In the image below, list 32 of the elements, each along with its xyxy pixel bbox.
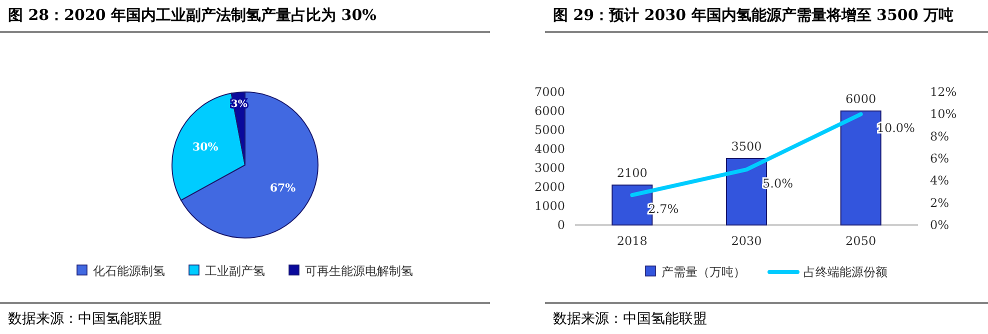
y-tick-label: 7000 (534, 85, 565, 99)
data-label: 2100 (616, 166, 648, 180)
legend-label: 占终端能源份额 (804, 265, 888, 279)
y-tick-label: 6000 (534, 104, 565, 118)
y-tick-label: 5000 (534, 123, 565, 137)
y2-tick-label: 4% (930, 174, 950, 188)
data-label: 6000 (846, 92, 876, 106)
data-label: 67% (270, 181, 296, 194)
y2-tick-label: 2% (930, 196, 950, 210)
x-tick-label: 2030 (731, 234, 762, 248)
legend-label: 可再生能源电解制氢 (305, 264, 413, 278)
x-tick-label: 2050 (846, 234, 876, 248)
chart-title: 图 28：2020 年国内工业副产法制氢产量占比为 30% (8, 6, 376, 24)
legend-label: 产需量（万吨） (662, 265, 746, 279)
data-label: 3500 (731, 140, 762, 154)
legend-label: 工业副产氢 (205, 264, 265, 278)
y-tick-label: 2000 (534, 180, 565, 194)
y-tick-label: 4000 (534, 142, 565, 156)
x-tick-label: 2018 (616, 234, 648, 248)
y-tick-label: 3000 (534, 161, 565, 175)
data-label: 30% (192, 140, 219, 154)
y2-tick-label: 6% (930, 152, 950, 166)
source-note: 数据来源：中国氢能联盟 (8, 311, 162, 327)
y2-tick-label: 8% (930, 129, 950, 144)
y-tick-label: 0 (557, 218, 565, 232)
y2-tick-label: 0% (930, 218, 950, 232)
source-note: 数据来源：中国氢能联盟 (553, 311, 707, 327)
legend-label: 化石能源制氢 (93, 264, 165, 278)
chart-title: 图 29：预计 2030 年国内氢能源产需量将增至 3500 万吨 (553, 6, 954, 24)
y2-tick-label: 12% (930, 85, 957, 99)
y-tick-label: 1000 (534, 199, 565, 213)
y2-tick-label: 10% (930, 107, 957, 122)
